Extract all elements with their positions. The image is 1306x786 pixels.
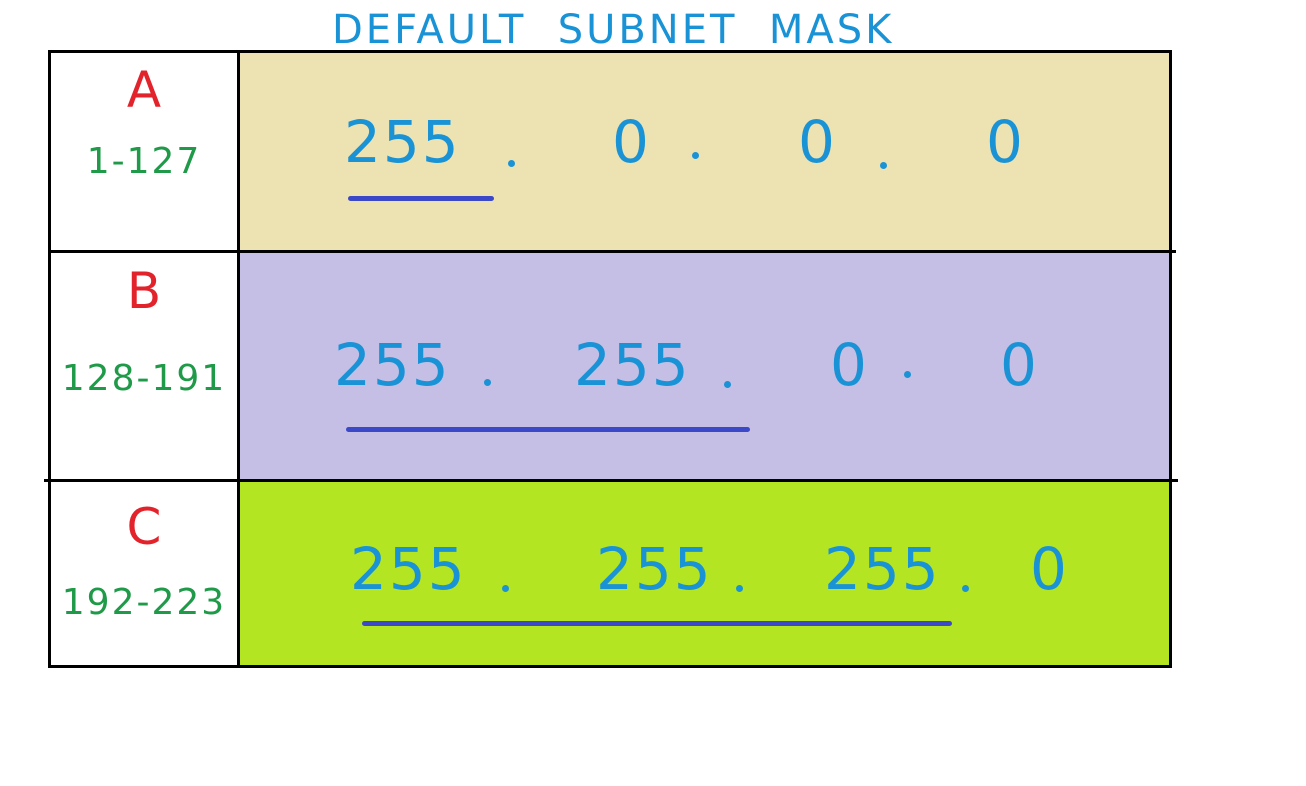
mask-cell: 255 255 255 0 (240, 481, 1172, 668)
class-range: 192-223 (61, 582, 227, 623)
octet-separator (724, 381, 731, 388)
mask-octet: 255 (334, 331, 451, 399)
row-divider (48, 250, 1176, 253)
mask-octet: 255 (596, 535, 713, 603)
network-portion-underline (362, 621, 952, 626)
class-letter: B (126, 262, 162, 320)
class-row-b: B 128-191 255 255 0 0 (48, 253, 1172, 481)
octet-separator (692, 152, 699, 159)
octet-separator (502, 585, 509, 592)
mask-octet: 0 (1030, 535, 1069, 603)
class-label-cell: A 1-127 (48, 50, 240, 253)
mask-cell: 255 255 0 0 (240, 253, 1172, 481)
mask-octet: 0 (1000, 331, 1039, 399)
class-letter: A (126, 61, 162, 119)
mask-cell: 255 0 0 0 (240, 50, 1172, 253)
octet-separator (880, 162, 887, 169)
class-letter: C (126, 498, 162, 556)
mask-octet: 255 (344, 108, 461, 176)
row-divider (44, 479, 1178, 482)
octet-separator (962, 585, 969, 592)
octet-separator (508, 160, 515, 167)
class-range: 1-127 (86, 141, 202, 182)
mask-octet: 255 (350, 535, 467, 603)
mask-octet: 0 (986, 108, 1025, 176)
class-row-c: C 192-223 255 255 255 0 (48, 481, 1172, 668)
network-portion-underline (346, 427, 750, 432)
mask-octet: 255 (574, 331, 691, 399)
octet-separator (736, 585, 743, 592)
class-range: 128-191 (61, 358, 227, 399)
octet-separator (904, 371, 911, 378)
class-label-cell: B 128-191 (48, 253, 240, 481)
class-label-cell: C 192-223 (48, 481, 240, 668)
octet-separator (484, 379, 491, 386)
network-portion-underline (348, 196, 494, 201)
mask-octet: 255 (824, 535, 941, 603)
mask-octet: 0 (612, 108, 651, 176)
subnet-mask-table: A 1-127 255 0 0 0 B 128-191 255 255 0 0 (48, 50, 1172, 668)
diagram-title: DEFAULT SUBNET MASK (332, 7, 895, 53)
mask-octet: 0 (830, 331, 869, 399)
class-row-a: A 1-127 255 0 0 0 (48, 50, 1172, 253)
mask-octet: 0 (798, 108, 837, 176)
